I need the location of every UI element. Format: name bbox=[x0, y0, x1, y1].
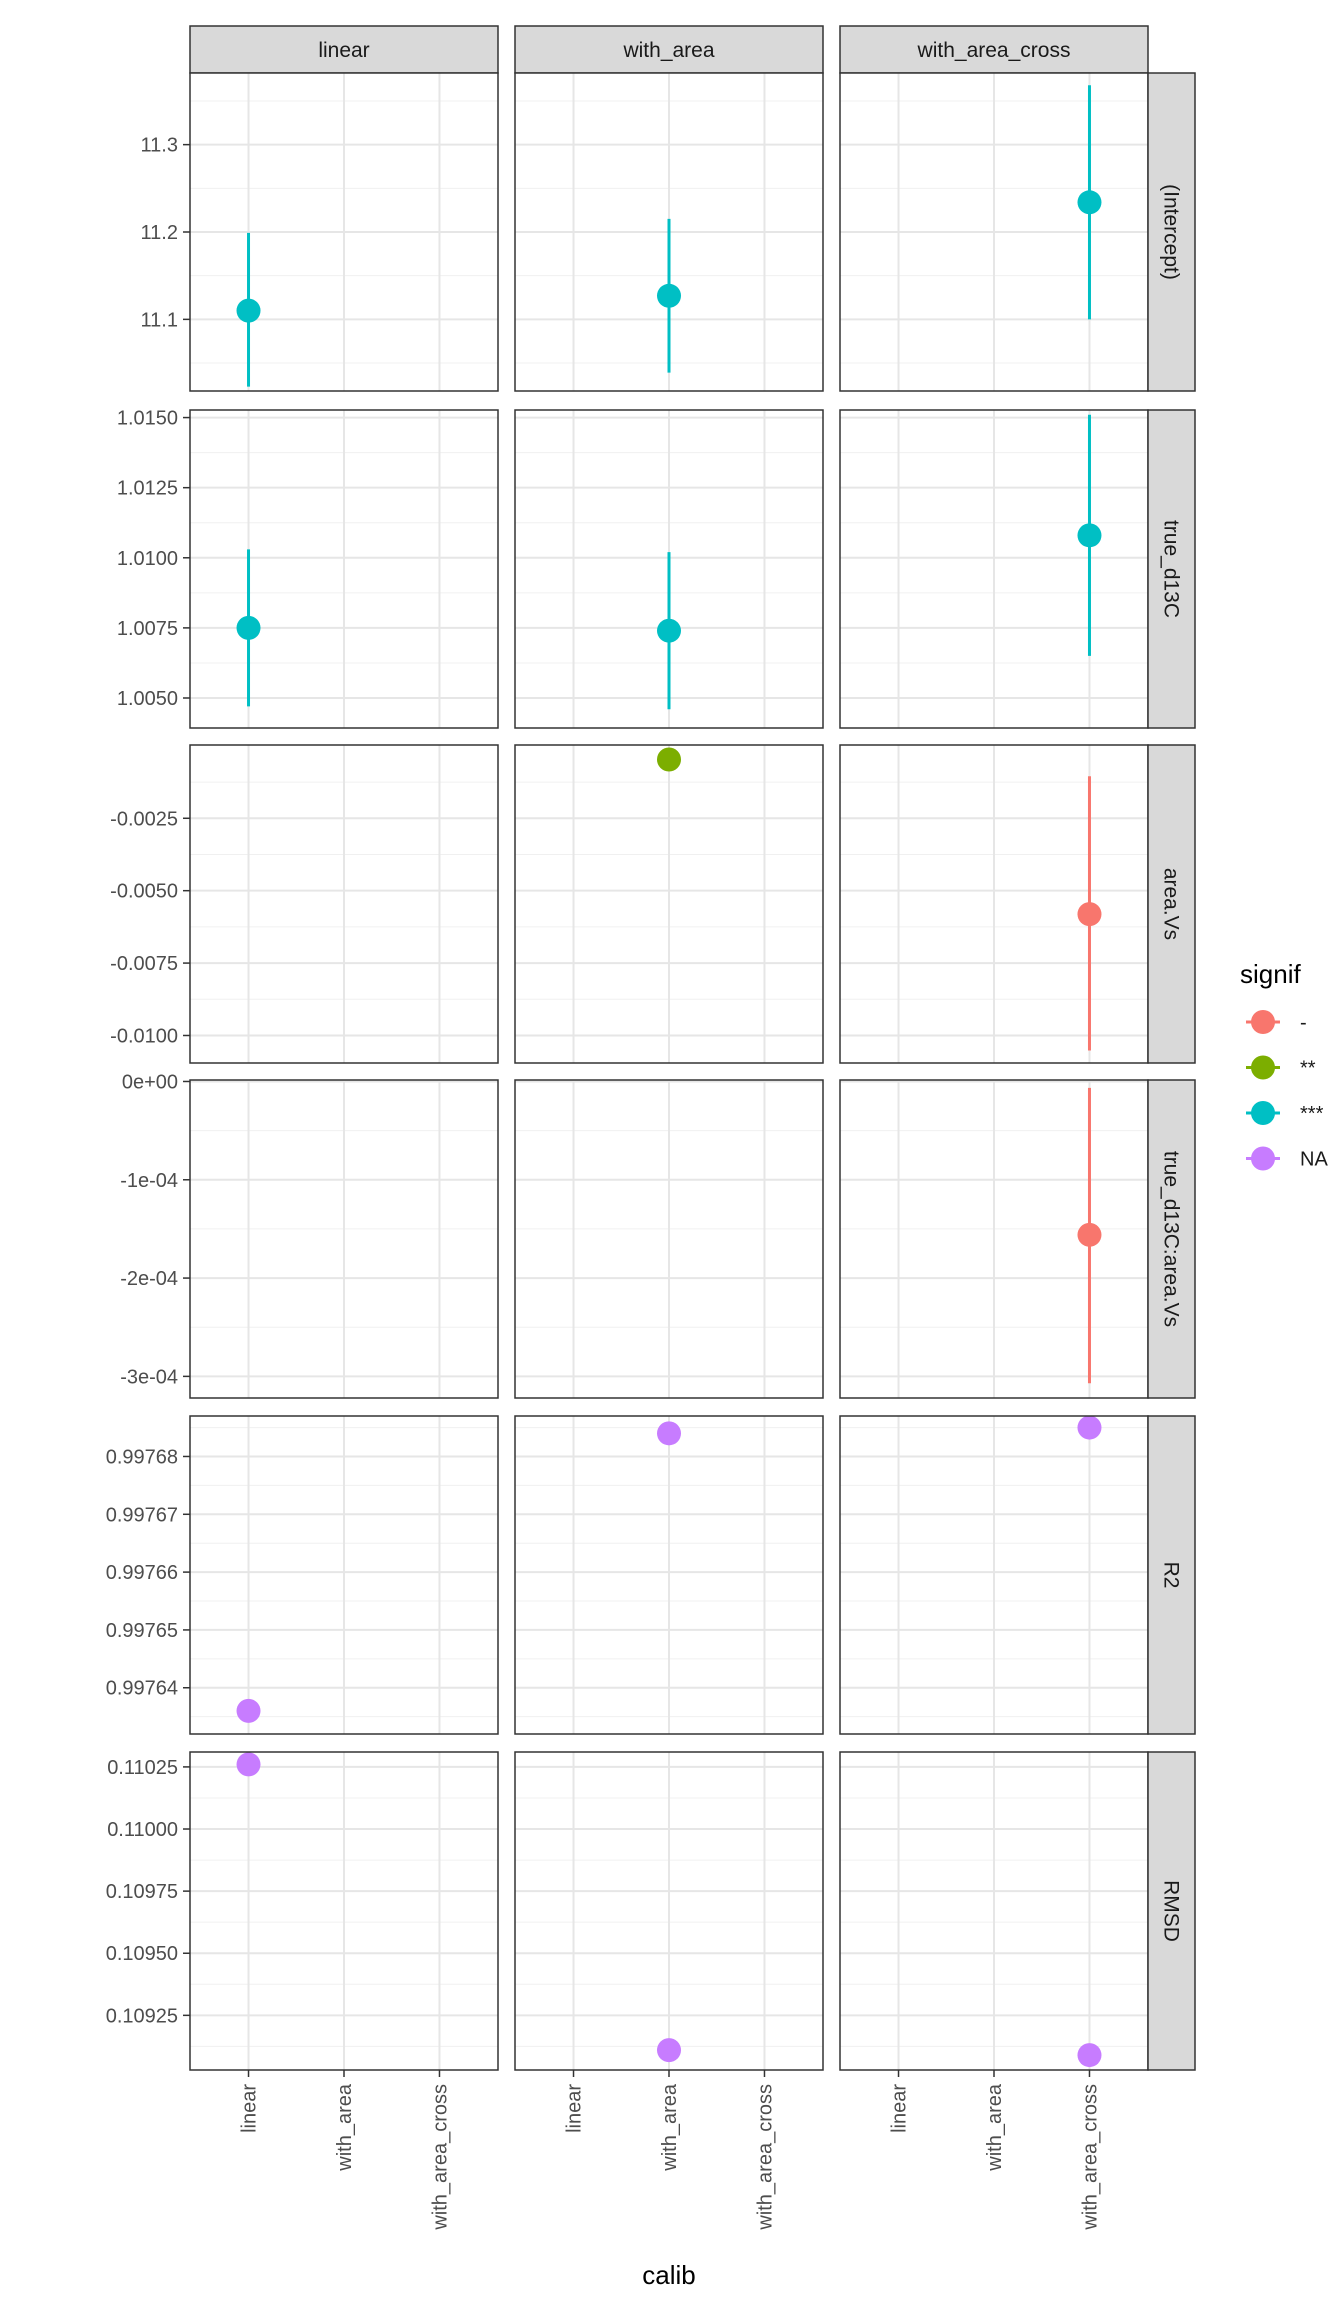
data-point bbox=[1077, 2043, 1102, 2068]
x-tick-label: with_area bbox=[334, 2083, 356, 2172]
data-point bbox=[1077, 902, 1102, 927]
data-point bbox=[657, 2038, 681, 2063]
y-tick-label: -0.0050 bbox=[110, 881, 178, 903]
panel-border bbox=[514, 409, 824, 729]
legend-label: *** bbox=[1300, 1103, 1324, 1125]
data-point bbox=[236, 615, 261, 640]
y-tick-label: -0.0025 bbox=[110, 808, 178, 830]
row-strip bbox=[1147, 1751, 1196, 2071]
row-strip-label: true_d13C:area.Vs bbox=[1160, 1151, 1183, 1327]
data-point bbox=[657, 747, 681, 772]
data-point bbox=[657, 1421, 681, 1446]
y-tick-label: 1.0150 bbox=[117, 408, 178, 430]
data-point bbox=[1077, 523, 1102, 548]
y-tick-label: 1.0050 bbox=[117, 688, 178, 710]
y-tick-label: 0.99765 bbox=[106, 1620, 178, 1642]
y-tick-label: -0.0075 bbox=[110, 953, 178, 975]
legend-key-point bbox=[1251, 1146, 1275, 1171]
y-tick-label: -2e-04 bbox=[120, 1268, 178, 1290]
x-tick-label: linear bbox=[239, 2084, 261, 2133]
column-strip bbox=[839, 25, 1149, 74]
legend-label: NA bbox=[1300, 1149, 1328, 1171]
legend-key-point bbox=[1251, 1055, 1275, 1080]
y-tick-label: 11.2 bbox=[141, 222, 178, 244]
data-point bbox=[236, 298, 261, 323]
y-tick-label: 0.10950 bbox=[106, 1943, 178, 1965]
y-tick-label: 0.11025 bbox=[107, 1757, 178, 1779]
y-tick-label: -3e-04 bbox=[120, 1366, 178, 1388]
x-tick-label: with_area_cross bbox=[429, 2084, 451, 2231]
row-strip bbox=[1147, 409, 1196, 729]
panel-border bbox=[189, 1415, 499, 1735]
row-strip-label: area.Vs bbox=[1160, 868, 1183, 940]
column-strip bbox=[189, 25, 499, 74]
data-point bbox=[657, 618, 681, 643]
panel-border bbox=[514, 744, 824, 1064]
x-tick-label: with_area bbox=[659, 2083, 681, 2172]
x-axis-title: calib bbox=[642, 2260, 695, 2290]
legend-key-point bbox=[1251, 1010, 1275, 1034]
x-tick-label: linear bbox=[564, 2084, 586, 2133]
panel-border bbox=[189, 409, 499, 729]
panel-border bbox=[189, 744, 499, 1064]
y-tick-label: 11.1 bbox=[141, 309, 178, 331]
legend-title: signif bbox=[1240, 959, 1301, 989]
x-tick-label: with_area_cross bbox=[1079, 2084, 1101, 2231]
panel-border bbox=[514, 1079, 824, 1399]
data-point bbox=[1077, 190, 1102, 215]
y-tick-label: 1.0100 bbox=[117, 548, 178, 570]
row-strip bbox=[1147, 744, 1196, 1064]
data-point bbox=[1077, 1222, 1102, 1247]
column-strip-label: with_area bbox=[622, 39, 714, 62]
data-point bbox=[236, 1752, 261, 1777]
x-tick-label: with_area_cross bbox=[754, 2084, 776, 2231]
y-tick-label: 0.99767 bbox=[106, 1504, 178, 1526]
y-tick-label: 0.99766 bbox=[106, 1562, 178, 1584]
y-tick-label: 0.11000 bbox=[107, 1819, 178, 1841]
y-tick-label: 0.99764 bbox=[106, 1678, 178, 1700]
column-strip-label: with_area_cross bbox=[917, 39, 1071, 62]
column-strip bbox=[514, 25, 824, 74]
y-tick-label: 1.0075 bbox=[117, 618, 178, 640]
y-tick-label: -1e-04 bbox=[120, 1170, 178, 1192]
legend-label: ** bbox=[1300, 1058, 1316, 1080]
data-point bbox=[236, 1698, 261, 1723]
data-point bbox=[657, 283, 681, 308]
panel-border bbox=[514, 1415, 824, 1735]
row-strip bbox=[1147, 1415, 1196, 1735]
y-tick-label: 11.3 bbox=[141, 135, 178, 157]
legend-label: - bbox=[1300, 1012, 1307, 1034]
row-strip-label: R2 bbox=[1160, 1562, 1183, 1589]
row-strip bbox=[1147, 72, 1196, 392]
y-tick-label: 0e+00 bbox=[122, 1071, 178, 1093]
row-strip-label: true_d13C bbox=[1160, 520, 1183, 618]
x-tick-label: linear bbox=[889, 2084, 911, 2133]
y-tick-label: 0.10925 bbox=[106, 2005, 178, 2027]
panel-border bbox=[189, 72, 499, 392]
row-strip-label: (Intercept) bbox=[1160, 184, 1183, 280]
row-strip-label: RMSD bbox=[1160, 1880, 1183, 1942]
row-strip bbox=[1147, 1079, 1196, 1399]
y-tick-label: 0.99768 bbox=[106, 1446, 178, 1468]
x-tick-label: with_area bbox=[984, 2083, 1006, 2172]
legend-key-point bbox=[1251, 1101, 1275, 1125]
panel-border bbox=[189, 1079, 499, 1399]
panel-border bbox=[514, 72, 824, 392]
data-point bbox=[1077, 1415, 1102, 1440]
y-tick-label: 1.0125 bbox=[117, 478, 178, 500]
y-tick-label: -0.0100 bbox=[110, 1025, 178, 1047]
column-strip-label: linear bbox=[318, 39, 369, 62]
y-tick-label: 0.10975 bbox=[106, 1881, 178, 1903]
